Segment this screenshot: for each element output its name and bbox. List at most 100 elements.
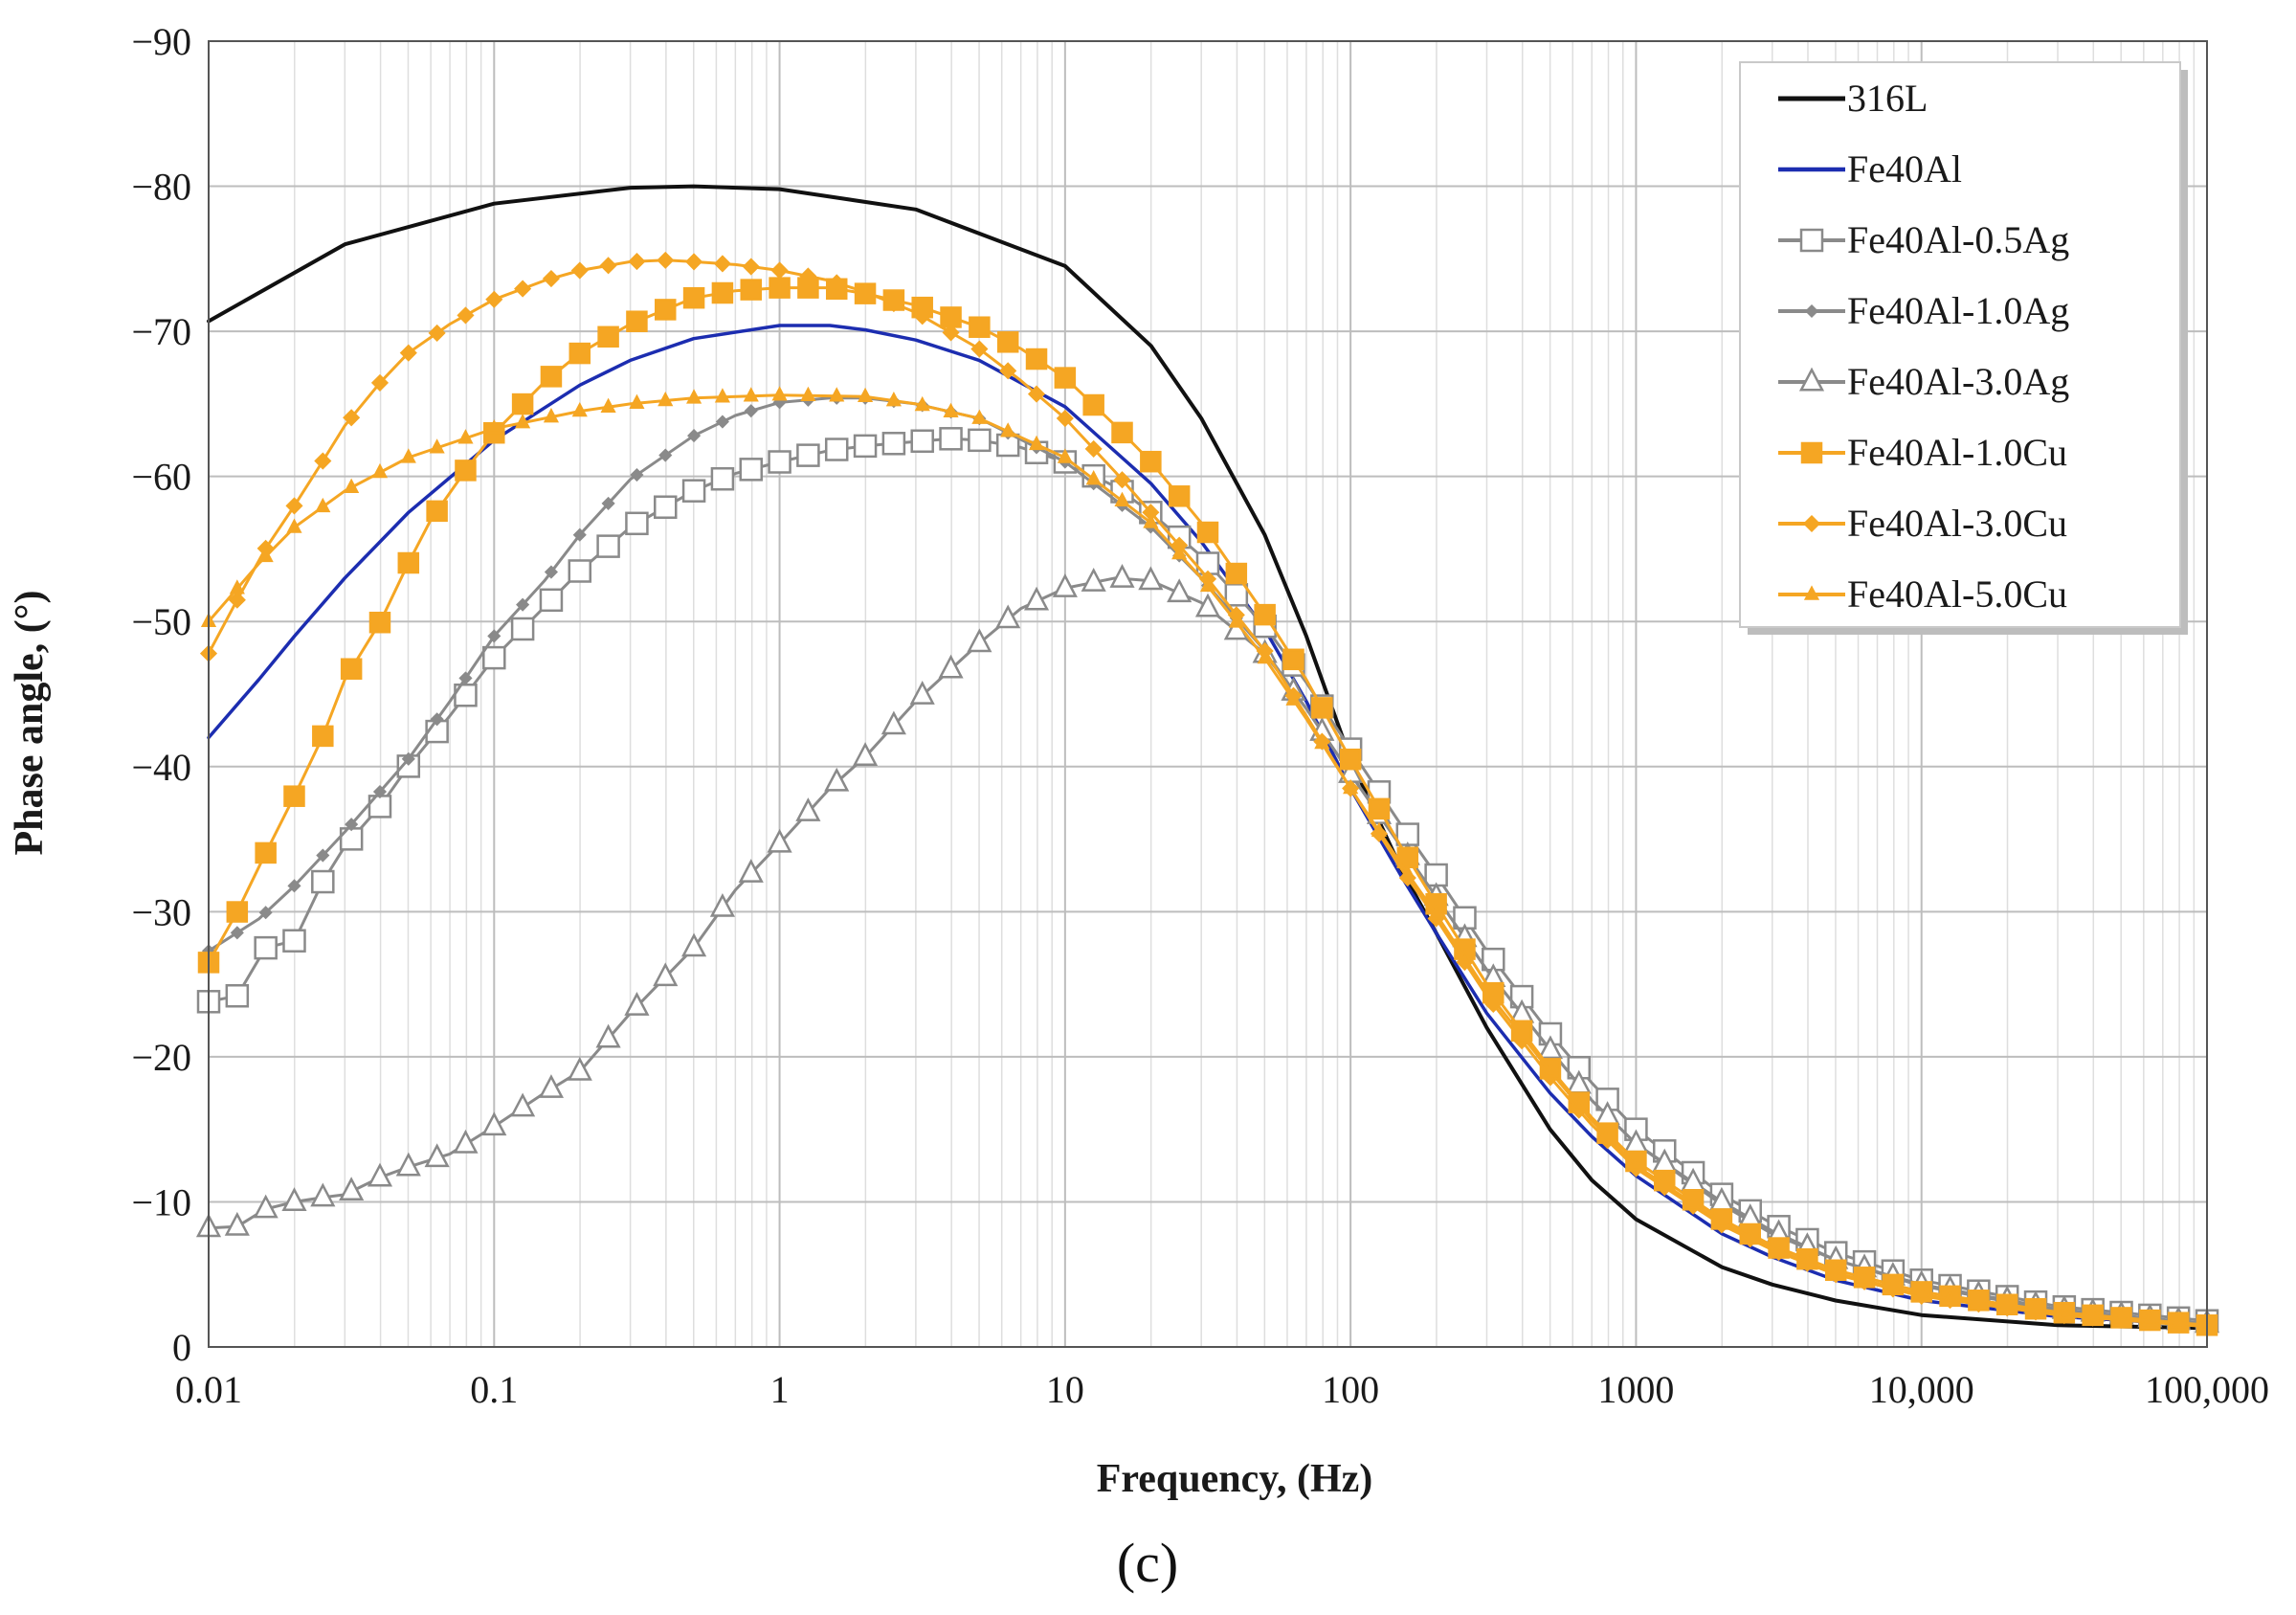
data-point	[543, 407, 560, 423]
data-point	[224, 1211, 250, 1236]
data-point	[486, 419, 502, 435]
data-point	[1111, 421, 1133, 444]
legend-label: 316L	[1847, 77, 1928, 120]
data-point	[1657, 1175, 1673, 1190]
data-point	[658, 448, 673, 462]
data-point	[738, 859, 764, 883]
data-point	[799, 267, 817, 285]
y-tick-label: −60	[131, 456, 191, 499]
data-point	[687, 429, 702, 443]
data-point	[601, 496, 615, 510]
data-point	[372, 784, 388, 799]
data-point	[1028, 435, 1045, 451]
data-point	[996, 331, 1019, 353]
data-point	[370, 373, 390, 392]
data-point	[430, 712, 444, 727]
legend-label: Fe40Al	[1847, 147, 1962, 191]
data-point	[1199, 576, 1216, 593]
data-point	[768, 450, 791, 474]
data-point	[401, 751, 415, 766]
legend-item: Fe40Al-5.0Cu	[1778, 572, 2067, 616]
y-tick-label: −90	[131, 20, 191, 63]
data-point	[368, 611, 391, 634]
legend-swatch-marker	[1804, 303, 1819, 319]
data-point	[770, 261, 789, 280]
data-point	[909, 680, 935, 705]
y-tick-label: −70	[131, 310, 191, 353]
data-point	[1023, 586, 1050, 611]
series-layer	[195, 184, 2220, 1336]
data-point	[424, 1143, 450, 1168]
legend: 316L Fe40Al Fe40Al-0.5Ag Fe40Al-1.0Ag Fe40Al…	[1739, 61, 2188, 635]
data-point	[968, 428, 992, 453]
legend-item: Fe40Al-0.5Ag	[1778, 218, 2069, 261]
data-point	[681, 479, 706, 503]
legend-item: Fe40Al	[1778, 147, 1962, 191]
data-point	[1999, 1297, 2016, 1312]
data-point	[1628, 1155, 1644, 1172]
data-point	[570, 261, 589, 280]
data-point	[399, 344, 417, 362]
data-point	[1971, 1293, 1987, 1309]
y-tick-label: −50	[131, 600, 191, 643]
data-point	[340, 658, 363, 680]
data-point	[939, 427, 963, 451]
figure-caption: (c)	[1117, 1532, 1178, 1594]
x-tick-label: 0.1	[470, 1368, 518, 1411]
data-point	[254, 935, 278, 960]
data-point	[1109, 564, 1135, 588]
data-point	[258, 906, 273, 920]
legend-items: 316L Fe40Al Fe40Al-0.5Ag Fe40Al-1.0Ag Fe40Al…	[1778, 77, 2069, 616]
data-point	[1081, 568, 1106, 592]
data-point	[1254, 603, 1276, 626]
data-point	[572, 527, 587, 542]
data-point	[596, 534, 620, 558]
data-point	[1054, 367, 1077, 389]
data-point	[255, 841, 277, 864]
data-point	[1113, 471, 1131, 489]
data-point	[714, 388, 730, 403]
data-point	[1140, 450, 1162, 473]
data-point	[1771, 1242, 1787, 1257]
data-point	[914, 395, 930, 412]
data-point	[371, 462, 389, 479]
data-point	[426, 500, 448, 523]
data-point	[253, 1194, 279, 1219]
y-axis-title: Phase angle, (°)	[8, 591, 52, 856]
data-point	[1084, 439, 1103, 458]
data-point	[884, 295, 903, 313]
data-point	[515, 414, 531, 429]
y-tick-label: −10	[131, 1180, 191, 1223]
data-point	[516, 597, 530, 612]
data-point	[682, 286, 705, 309]
data-point	[510, 1092, 536, 1117]
data-point	[681, 932, 707, 957]
data-point	[287, 879, 301, 893]
data-point	[713, 255, 731, 273]
legend-swatch-marker	[1799, 228, 1824, 253]
data-point	[2084, 1307, 2101, 1322]
data-point	[286, 518, 302, 533]
x-axis-title: Frequency, (Hz)	[1097, 1457, 1373, 1501]
data-point	[1371, 821, 1388, 838]
x-tick-label: 10,000	[1869, 1368, 1974, 1411]
legend-label: Fe40Al-3.0Ag	[1847, 360, 2069, 403]
data-point	[857, 387, 874, 403]
data-point	[1311, 697, 1333, 719]
data-point	[1168, 485, 1191, 507]
data-point	[1856, 1270, 1873, 1287]
data-point	[1713, 1212, 1729, 1228]
data-point	[655, 299, 677, 321]
data-point	[510, 617, 535, 641]
data-point	[938, 654, 964, 679]
data-point	[345, 818, 359, 832]
data-point	[739, 458, 763, 482]
data-point	[967, 628, 992, 653]
data-point	[1025, 348, 1048, 370]
data-point	[1428, 905, 1444, 920]
data-point	[540, 366, 563, 388]
x-tick-label: 10	[1046, 1368, 1084, 1411]
data-point	[2027, 1301, 2044, 1316]
legend-label: Fe40Al-1.0Ag	[1847, 289, 2069, 332]
